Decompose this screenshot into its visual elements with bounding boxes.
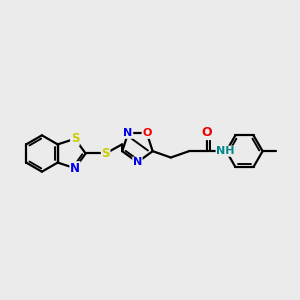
Text: N: N bbox=[123, 128, 133, 138]
Text: S: S bbox=[101, 147, 110, 160]
Text: O: O bbox=[142, 128, 152, 138]
Text: NH: NH bbox=[216, 146, 235, 156]
Text: N: N bbox=[133, 157, 142, 167]
Text: O: O bbox=[202, 127, 212, 140]
Text: N: N bbox=[70, 162, 80, 175]
Text: S: S bbox=[71, 132, 79, 145]
